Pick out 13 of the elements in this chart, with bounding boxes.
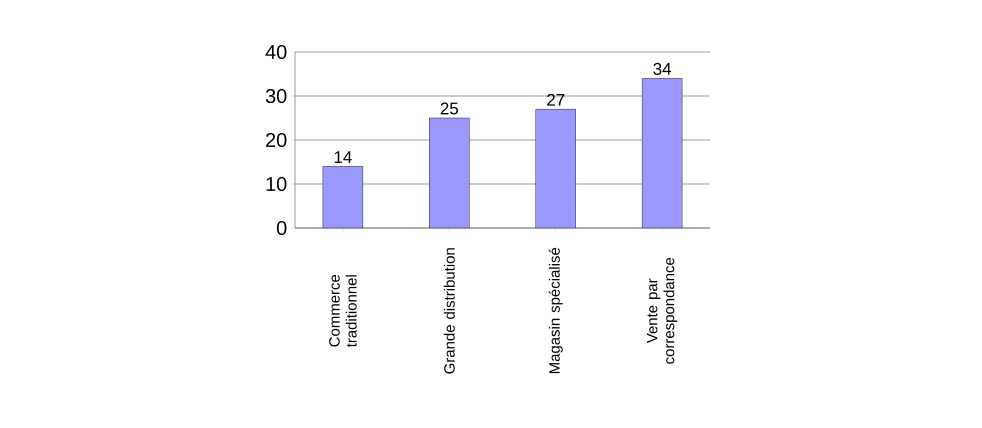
data-label: 34: [653, 62, 672, 75]
y-tick-label: 20: [266, 132, 286, 148]
data-label: 14: [334, 151, 352, 163]
data-label: 25: [440, 102, 458, 114]
x-tick-label: Vente par correspondance: [646, 258, 678, 364]
x-tick-label: Grande distribution: [444, 248, 455, 374]
data-label: 27: [547, 94, 564, 106]
x-tick-label: Commerce traditionnel: [329, 274, 357, 348]
y-tick-label: 10: [266, 176, 286, 192]
x-tick-label: Magasin spécialisé: [548, 248, 563, 374]
y-tick-label: 0: [276, 220, 286, 236]
y-tick-label: 30: [266, 88, 286, 104]
y-tick-label: 40: [266, 44, 286, 60]
